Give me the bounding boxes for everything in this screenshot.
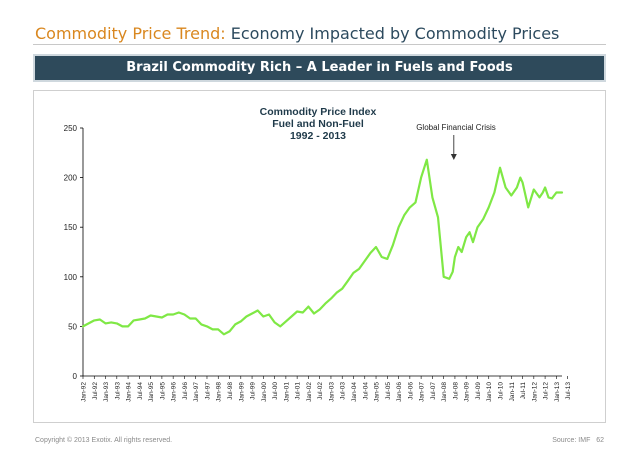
x-tick-label: Jul-02 [317, 382, 324, 400]
x-tick-label: Jul-06 [407, 382, 414, 400]
x-tick-label: Jul-00 [272, 382, 279, 400]
x-tick-label: Jul-13 [565, 382, 572, 400]
x-tick-label: Jul-04 [362, 382, 369, 400]
x-tick-label: Jul-99 [250, 382, 257, 400]
x-tick-label: Jan-97 [193, 382, 200, 402]
source-text: Source: IMF [552, 437, 591, 444]
x-tick-label: Jan-92 [81, 382, 88, 402]
x-tick-label: Jan-08 [441, 382, 448, 402]
chart-frame [33, 90, 606, 423]
x-tick-label: Jan-94 [126, 382, 133, 402]
y-tick-label: 0 [73, 372, 78, 381]
x-tick-label: Jan-09 [464, 382, 471, 402]
x-tick-label: Jan-02 [306, 382, 313, 402]
x-tick-label: Jan-04 [351, 382, 358, 402]
x-tick-label: Jul-10 [498, 382, 505, 400]
page-title: Commodity Price Trend: Economy Impacted … [35, 24, 559, 43]
x-tick-label: Jan-05 [374, 382, 381, 402]
x-tick-label: Jul-01 [295, 382, 302, 400]
x-tick-label: Jan-96 [171, 382, 178, 402]
chart-title-line: Fuel and Non-Fuel [272, 118, 364, 130]
x-tick-label: Jul-93 [114, 382, 121, 400]
y-tick-label: 250 [64, 124, 78, 133]
subtitle-banner: Brazil Commodity Rich – A Leader in Fuel… [33, 54, 606, 82]
footer-source: Source: IMF 62 [552, 437, 604, 444]
x-tick-label: Jul-03 [340, 382, 347, 400]
x-tick-label: Jul-08 [452, 382, 459, 400]
x-tick-label: Jan-07 [419, 382, 426, 402]
title-suffix: Economy Impacted by Commodity Prices [230, 24, 560, 43]
x-tick-label: Jan-00 [261, 382, 268, 402]
x-tick-label: Jul-97 [204, 382, 211, 400]
x-tick-label: Jul-09 [475, 382, 482, 400]
annotation-label: Global Financial Crisis [416, 123, 496, 132]
chart-title-line: Commodity Price Index [260, 106, 377, 118]
x-tick-label: Jul-94 [137, 382, 144, 400]
annotation-arrow-head [450, 154, 457, 160]
x-tick-label: Jan-13 [554, 382, 561, 402]
series-line-commodity-index [81, 158, 564, 336]
title-prefix: Commodity Price Trend: [35, 24, 226, 43]
copyright-text: Copyright © 2013 Exotix. All rights rese… [35, 437, 173, 444]
x-tick-label: Jan-93 [103, 382, 110, 402]
x-tick-label: Jan-03 [328, 382, 335, 402]
x-tick-label: Jan-06 [396, 382, 403, 402]
y-tick-label: 150 [64, 223, 78, 232]
x-tick-label: Jul-07 [430, 382, 437, 400]
page-number: 62 [596, 437, 604, 444]
x-tick-label: Jul-05 [385, 382, 392, 400]
x-tick-label: Jul-96 [182, 382, 189, 400]
y-tick-label: 100 [64, 273, 78, 282]
x-tick-label: Jan-01 [283, 382, 290, 402]
x-tick-label: Jan-98 [216, 382, 223, 402]
x-tick-label: Jul-95 [159, 382, 166, 400]
x-tick-label: Jul-12 [543, 382, 550, 400]
x-tick-label: Jan-10 [486, 382, 493, 402]
x-tick-label: Jul-11 [520, 382, 527, 400]
x-tick-label: Jul-92 [92, 382, 99, 400]
y-tick-label: 200 [64, 174, 78, 183]
title-divider [33, 44, 606, 45]
x-tick-label: Jan-12 [531, 382, 538, 402]
y-tick-label: 50 [68, 322, 77, 331]
x-tick-label: Jan-11 [509, 382, 516, 402]
x-tick-label: Jan-99 [238, 382, 245, 402]
x-tick-label: Jul-98 [227, 382, 234, 400]
chart-title-line: 1992 - 2013 [290, 130, 346, 142]
x-tick-label: Jan-95 [148, 382, 155, 402]
